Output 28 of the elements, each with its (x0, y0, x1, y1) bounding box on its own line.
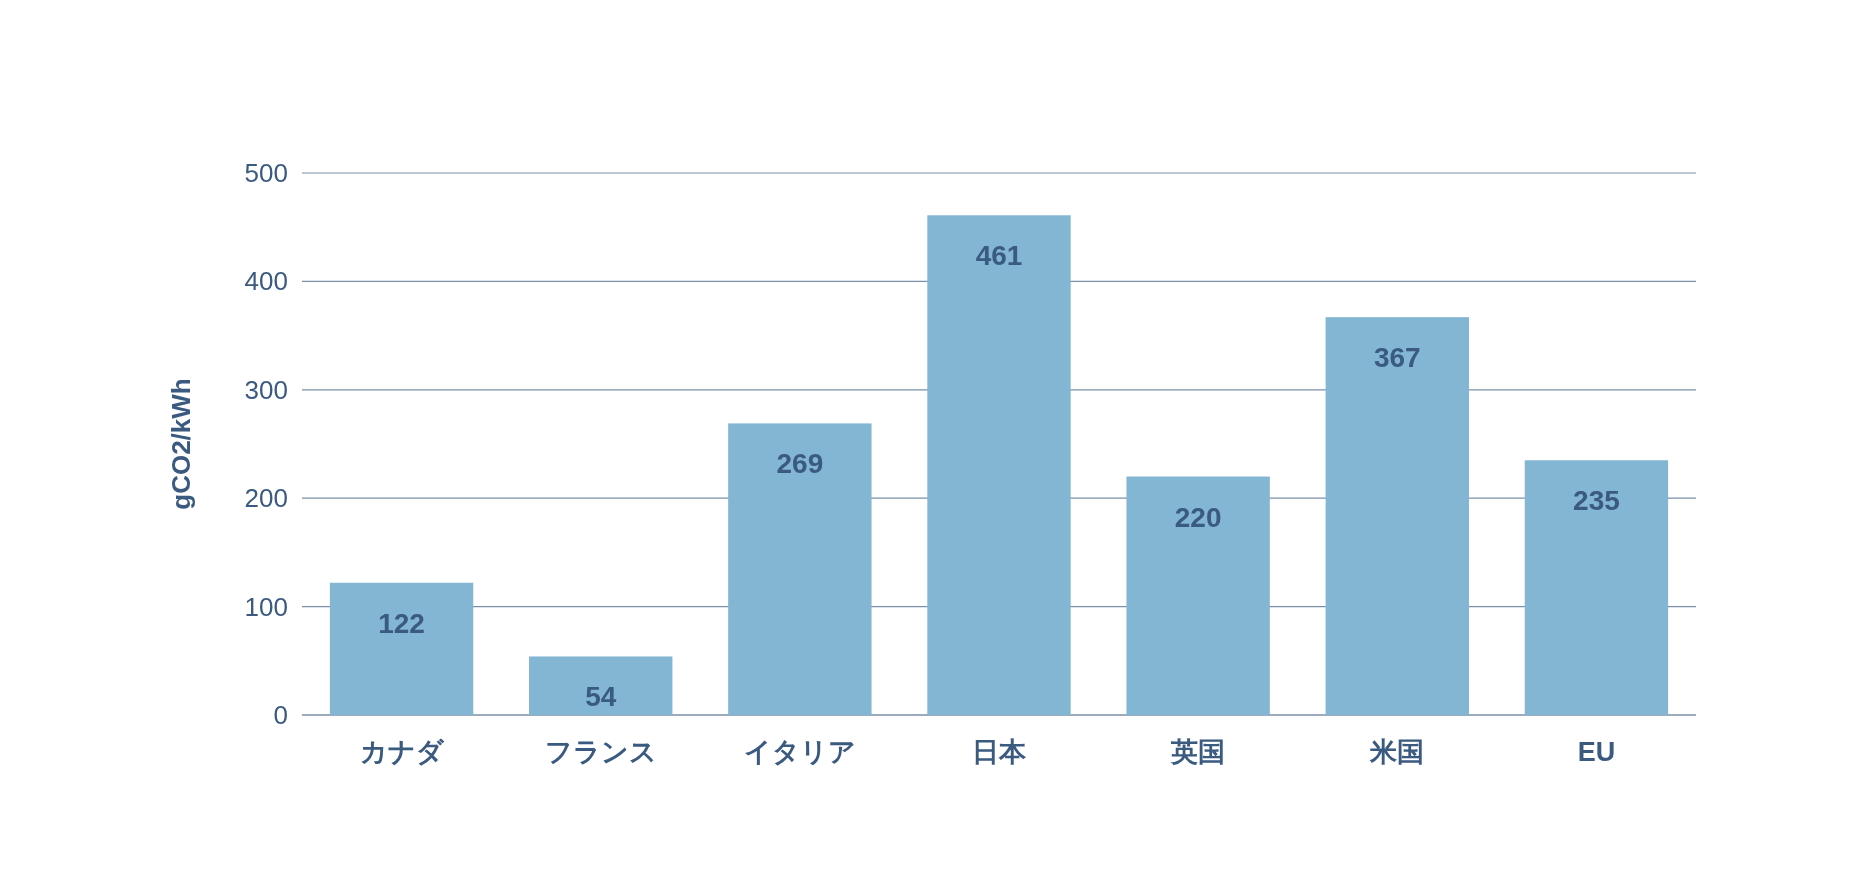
data-label: 122 (378, 607, 425, 639)
y-tick-label: 400 (244, 266, 288, 297)
x-tick-label: カナダ (359, 737, 445, 767)
bar (1325, 317, 1469, 715)
data-label: 367 (1373, 342, 1421, 374)
bar (1126, 476, 1270, 715)
x-tick-label: 日本 (972, 737, 1027, 767)
x-tick-label: イタリア (743, 737, 856, 767)
y-tick-label: 200 (244, 483, 288, 514)
x-tick-label: EU (1577, 737, 1616, 767)
data-label: 269 (776, 448, 824, 480)
x-tick-label: 米国 (1369, 737, 1425, 767)
y-tick-label: 100 (244, 591, 288, 622)
x-tick-label: 英国 (1170, 737, 1226, 767)
data-label: 461 (975, 240, 1023, 272)
y-axis-title: gCO2/kWh (166, 378, 196, 510)
bar (728, 423, 872, 715)
x-tick-label: フランス (544, 737, 657, 767)
y-tick-label: 0 (273, 700, 288, 730)
bar (529, 656, 673, 715)
bar (1524, 460, 1669, 715)
data-label: 54 (585, 681, 617, 713)
bar (927, 215, 1071, 715)
bar (329, 582, 474, 715)
data-label: 235 (1573, 485, 1620, 517)
y-tick-label: 300 (244, 374, 288, 405)
y-tick-label: 500 (244, 158, 288, 188)
data-label: 220 (1174, 501, 1222, 533)
